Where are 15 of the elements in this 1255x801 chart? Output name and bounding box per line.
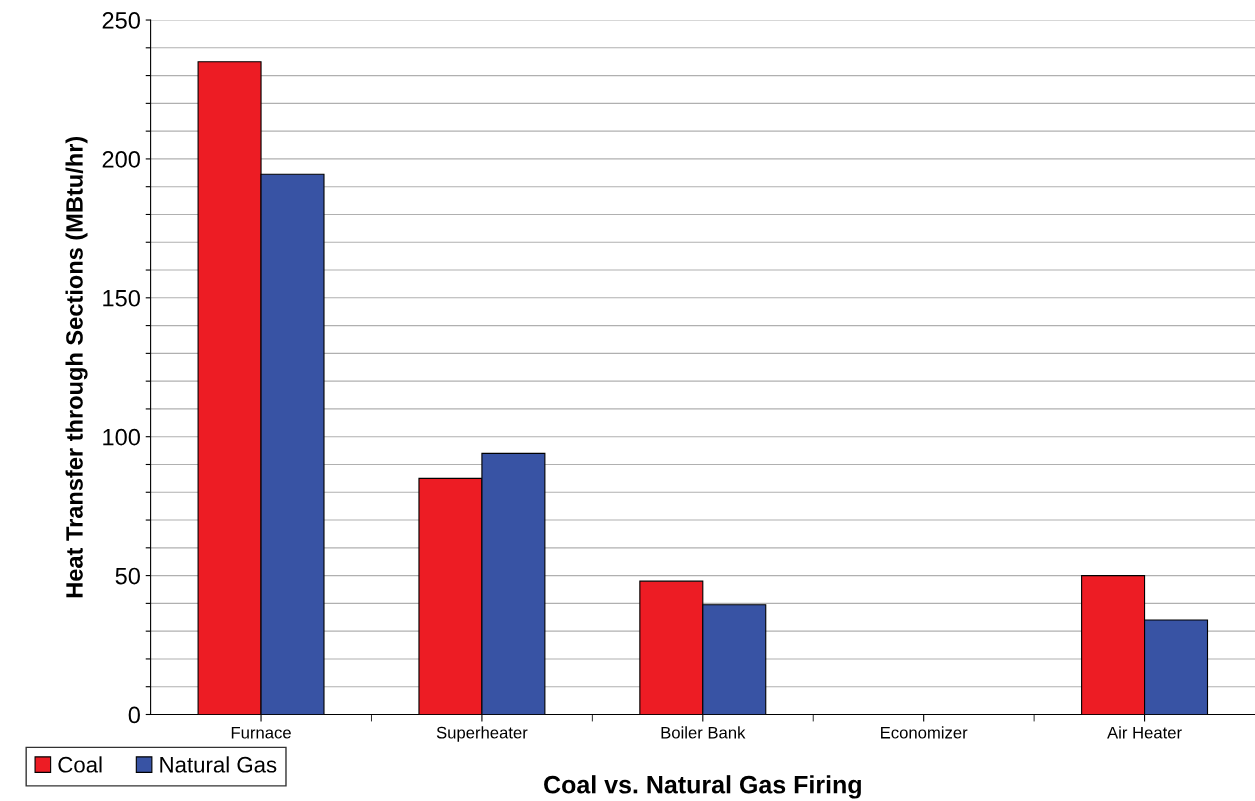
x-tick-label: Economizer: [881, 726, 968, 739]
y-tick-label: 250: [102, 12, 140, 29]
x-tick-label: Boiler Bank: [661, 726, 746, 739]
legend-label: Coal: [58, 756, 102, 773]
y-tick-label: 50: [115, 567, 140, 585]
x-tick-label: Furnace: [231, 726, 291, 739]
y-tick-label: 200: [102, 150, 140, 168]
x-axis-title: Coal vs. Natural Gas Firing: [544, 775, 861, 799]
y-tick-label: 100: [103, 428, 140, 446]
y-axis-title: Heat Transfer through Sections (MBtu/hr): [65, 136, 88, 598]
x-tick-label: Superheater: [436, 726, 528, 742]
y-tick-label: 150: [103, 289, 140, 307]
x-tick-label: Air Heater: [1107, 726, 1182, 739]
legend-label: Natural Gas: [160, 756, 277, 773]
y-tick-label: 0: [128, 706, 140, 724]
